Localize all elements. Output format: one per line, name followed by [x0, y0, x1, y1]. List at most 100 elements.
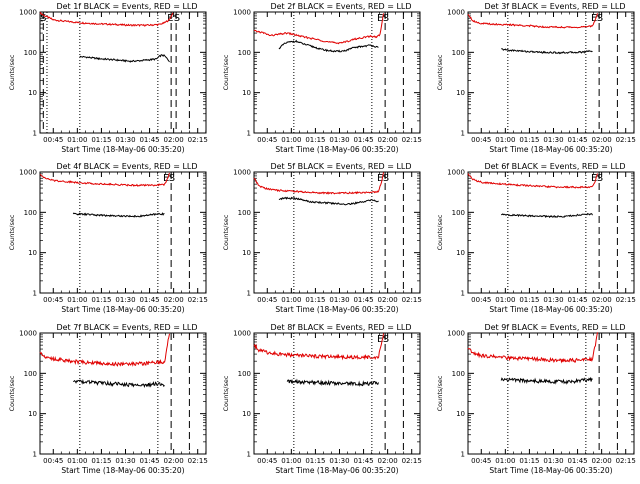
x-tick-label: 01:45 [567, 136, 587, 144]
series-line-lld [467, 332, 598, 364]
y-tick-label: 1 [33, 451, 37, 459]
plot-frame [467, 11, 635, 134]
y-tick-label: 1000 [19, 330, 37, 338]
x-tick-label: 01:45 [139, 136, 159, 144]
x-tick-label: 01:00 [67, 296, 87, 304]
chart-panel-det-1: Det 1f BLACK = Events, RED = LLD Counts/s… [8, 2, 208, 154]
event-label: S [597, 13, 603, 24]
x-tick-label: 01:00 [495, 136, 515, 144]
x-tick-label: 00:45 [257, 136, 277, 144]
y-tick-label: 1000 [19, 169, 37, 177]
x-tick-label: 01:30 [115, 457, 135, 465]
y-tick-label: 1000 [447, 169, 465, 177]
y-tick-label: 1 [247, 451, 251, 459]
x-tick-label: 01:15 [519, 136, 539, 144]
y-tick-label: 1 [33, 290, 37, 298]
y-tick-label: 100 [238, 209, 251, 217]
x-tick-label: 01:45 [567, 296, 587, 304]
x-tick-label: 00:45 [471, 136, 491, 144]
x-tick-label: 02:00 [378, 457, 398, 465]
y-axis-label: Counts/sec [222, 54, 230, 90]
y-tick-label: 100 [24, 49, 37, 57]
x-tick-label: 01:15 [305, 457, 325, 465]
series-line-lld [467, 173, 598, 189]
x-tick-label: 01:15 [305, 296, 325, 304]
chart-title: Det 2f BLACK = Events, RED = LLD [270, 2, 411, 11]
x-tick-label: 01:15 [91, 136, 111, 144]
plot-frame [253, 332, 421, 455]
series-line-lld [39, 11, 174, 27]
chart-title: Det 9f BLACK = Events, RED = LLD [484, 323, 625, 332]
x-tick-label: 01:15 [91, 296, 111, 304]
series-line-events [73, 378, 165, 388]
chart-panel-det-3: Det 3f BLACK = Events, RED = LLD Counts/s… [436, 2, 636, 154]
plot-frame [39, 332, 207, 455]
y-axis-label: Counts/sec [222, 375, 230, 411]
chart-title: Det 8f BLACK = Events, RED = LLD [270, 323, 411, 332]
plot-frame [39, 11, 207, 134]
chart-panel-det-2: Det 2f BLACK = Events, RED = LLD Counts/s… [222, 2, 422, 154]
event-label: E [163, 173, 169, 184]
x-tick-label: 00:45 [43, 136, 63, 144]
x-tick-label: 02:00 [592, 136, 612, 144]
x-axis-label: Start Time (18-May-06 00:35:20) [61, 145, 184, 154]
x-tick-label: 01:15 [91, 457, 111, 465]
chart-title: Det 1f BLACK = Events, RED = LLD [56, 2, 197, 11]
plot-frame [467, 171, 635, 294]
chart-panel-det-8: Det 8f BLACK = Events, RED = LLD Counts/s… [222, 323, 422, 475]
chart-panel-det-4: Det 4f BLACK = Events, RED = LLD Counts/s… [8, 162, 208, 314]
x-axis-label: Start Time (18-May-06 00:35:20) [275, 305, 398, 314]
x-axis-label: Start Time (18-May-06 00:35:20) [489, 145, 612, 154]
y-tick-label: 1000 [233, 9, 251, 17]
x-tick-label: 01:45 [139, 457, 159, 465]
y-tick-label: 100 [24, 209, 37, 217]
y-tick-label: 10 [242, 249, 251, 257]
x-tick-label: 02:15 [188, 136, 208, 144]
y-tick-label: 1 [461, 451, 465, 459]
x-tick-label: 01:30 [329, 296, 349, 304]
series-line-events [72, 212, 165, 218]
plot-frame [253, 11, 421, 134]
event-label: S [597, 173, 603, 184]
x-tick-label: 02:15 [616, 136, 636, 144]
y-tick-label: 10 [242, 410, 251, 418]
series-line-events [500, 376, 593, 385]
chart-panel-det-9: Det 9f BLACK = Events, RED = LLD Counts/s… [436, 323, 636, 475]
x-tick-label: 01:00 [67, 457, 87, 465]
chart-panel-det-5: Det 5f BLACK = Events, RED = LLD Counts/s… [222, 162, 422, 314]
series-line-lld [467, 13, 598, 29]
event-label: E [377, 173, 383, 184]
x-tick-label: 01:30 [329, 457, 349, 465]
y-tick-label: 100 [452, 370, 465, 378]
x-tick-label: 01:45 [353, 136, 373, 144]
x-tick-label: 01:15 [519, 296, 539, 304]
x-tick-label: 02:00 [592, 296, 612, 304]
x-tick-label: 01:45 [567, 457, 587, 465]
plot-frame [253, 171, 421, 294]
y-tick-label: 1 [461, 290, 465, 298]
x-tick-label: 01:30 [543, 296, 563, 304]
x-tick-label: 01:00 [67, 136, 87, 144]
y-axis-label: Counts/sec [436, 375, 444, 411]
chart-title: Det 3f BLACK = Events, RED = LLD [484, 2, 625, 11]
y-tick-label: 100 [452, 49, 465, 57]
series-line-lld [39, 333, 170, 367]
series-line-events [286, 378, 379, 387]
y-tick-label: 10 [456, 410, 465, 418]
x-axis-label: Start Time (18-May-06 00:35:20) [489, 466, 612, 475]
event-label: E [377, 13, 383, 24]
y-tick-label: 10 [28, 410, 37, 418]
y-tick-label: 10 [28, 89, 37, 97]
x-tick-label: 02:00 [592, 457, 612, 465]
x-tick-label: 01:45 [353, 457, 373, 465]
x-axis-label: Start Time (18-May-06 00:35:20) [275, 466, 398, 475]
x-tick-label: 02:15 [616, 457, 636, 465]
series-line-events [79, 54, 170, 63]
x-tick-label: 01:15 [305, 136, 325, 144]
y-tick-label: 100 [452, 209, 465, 217]
y-tick-label: 10 [456, 89, 465, 97]
chart-title: Det 5f BLACK = Events, RED = LLD [270, 162, 411, 171]
x-tick-label: 01:45 [353, 296, 373, 304]
y-tick-label: 1000 [447, 330, 465, 338]
